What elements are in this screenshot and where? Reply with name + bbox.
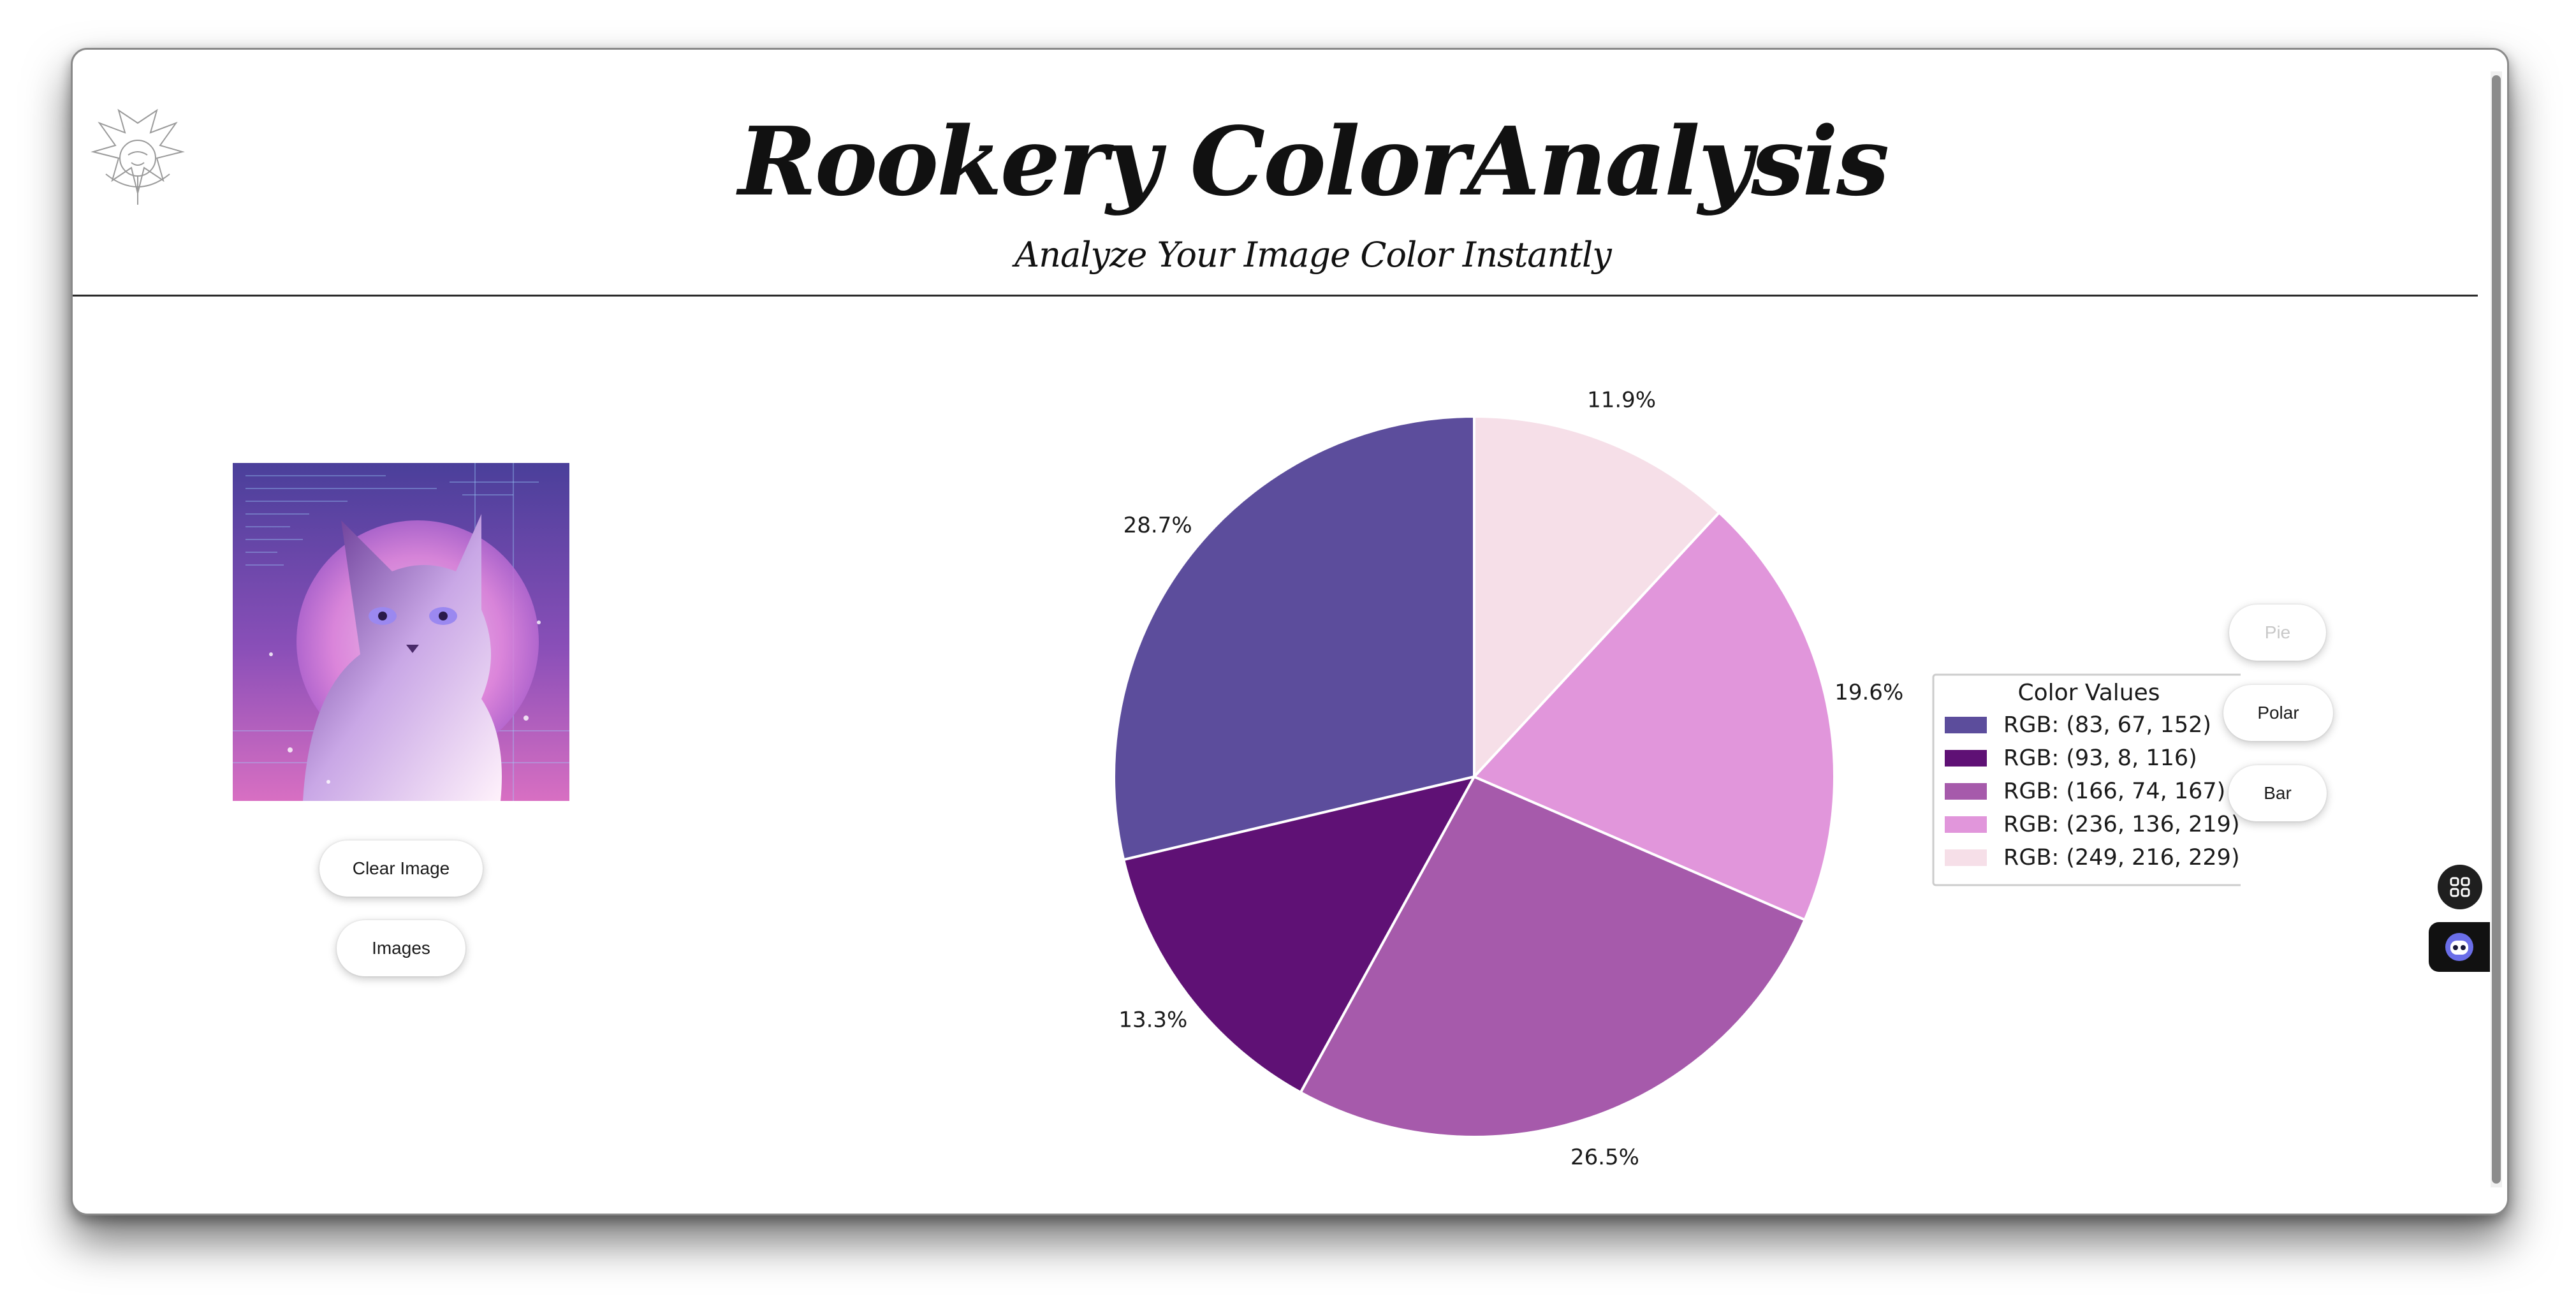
uploaded-image-thumbnail	[233, 463, 569, 801]
site-title: Rookery ColorAnalysis	[738, 106, 1889, 217]
pie-percent-label-3: 26.5%	[1570, 1145, 1639, 1170]
legend-title: Color Values	[2017, 680, 2160, 706]
chart-legend: Color Values RGB: (83, 67, 152) RGB: (93, …	[1932, 673, 2241, 886]
pie-slice-4	[1472, 510, 1836, 922]
color-pie-chart: 28.7% 13.3% 26.5% 19.6% 11.9% Color Values RGB…	[1113, 387, 2241, 1170]
legend-label-5: RGB: (249, 216, 229)	[2003, 845, 2240, 870]
pie-percent-label-1: 28.7%	[1123, 513, 1192, 538]
pie-percent-label-5: 11.9%	[1587, 387, 1656, 413]
pie-slice-5	[1473, 415, 1721, 781]
assistant-bot-icon[interactable]	[2429, 922, 2490, 972]
clear-image-button[interactable]: Clear Image	[319, 840, 483, 897]
legend-box	[1932, 673, 2241, 886]
browser-window: Rookery ColorAnalysis Analyze Your Image…	[71, 48, 2509, 1215]
polar-chart-button[interactable]: Polar	[2223, 685, 2333, 741]
vertical-scrollbar[interactable]	[2491, 71, 2502, 1187]
bot-face-icon	[2445, 933, 2473, 961]
header-divider	[73, 295, 2478, 297]
legend-swatch-1	[1945, 717, 1987, 733]
pie-percent-label-2: 13.3%	[1118, 1008, 1187, 1033]
pie-slice-1	[1113, 415, 1475, 862]
scrollbar-thumb[interactable]	[2492, 75, 2501, 1184]
legend-label-1: RGB: (83, 67, 152)	[2003, 712, 2211, 738]
pie-chart-button[interactable]: Pie	[2229, 605, 2326, 661]
legend-swatch-2	[1945, 750, 1987, 767]
site-subtitle: Analyze Your Image Color Instantly	[1014, 235, 1612, 275]
legend-label-2: RGB: (93, 8, 116)	[2003, 745, 2197, 771]
images-button[interactable]: Images	[337, 920, 465, 976]
pie-percent-label-4: 19.6%	[1834, 680, 1903, 705]
legend-label-4: RGB: (236, 136, 219)	[2003, 812, 2240, 837]
rookery-logo-icon	[91, 108, 185, 205]
legend-label-3: RGB: (166, 74, 167)	[2003, 779, 2225, 804]
bar-chart-button[interactable]: Bar	[2228, 765, 2327, 821]
legend-swatch-4	[1945, 816, 1987, 833]
pie-slice-3	[1299, 775, 1807, 1138]
apps-grid-icon[interactable]	[2438, 865, 2482, 909]
pie-slice-2	[1122, 775, 1477, 1094]
legend-swatch-3	[1945, 783, 1987, 800]
legend-swatch-5	[1945, 849, 1987, 866]
grid-glyph-icon	[2450, 877, 2470, 897]
